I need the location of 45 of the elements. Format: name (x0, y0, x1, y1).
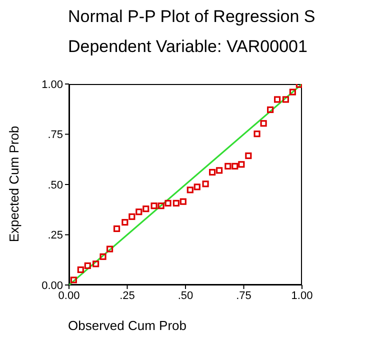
x-tick-label: .75 (236, 290, 252, 302)
point (150, 202, 158, 210)
x-tick-label: 1.00 (291, 290, 313, 302)
point (84, 262, 91, 270)
y-axis-title: Expected Cum Prob (6, 126, 22, 242)
point (142, 206, 150, 212)
point (274, 96, 281, 103)
point (224, 162, 232, 170)
y-tick-label: .75 (48, 129, 63, 142)
point (194, 184, 200, 190)
point (92, 260, 100, 268)
y-tick-label: 0.00 (42, 280, 63, 292)
y-tick-label: 1.00 (42, 78, 63, 91)
point (164, 200, 172, 206)
chart-subtitle: Dependent Variable: VAR00001 (68, 37, 308, 57)
point (254, 130, 260, 138)
point (128, 213, 136, 220)
point (238, 161, 245, 168)
point (260, 120, 267, 127)
point (232, 162, 238, 170)
point (216, 167, 223, 174)
x-tick-label: .50 (178, 290, 194, 302)
point (289, 88, 296, 96)
point (158, 202, 164, 210)
point (202, 180, 209, 188)
point (113, 225, 120, 232)
point (100, 253, 106, 260)
x-axis-title: Observed Cum Prob (68, 318, 186, 333)
point (282, 96, 289, 103)
point (245, 152, 252, 160)
point (172, 200, 180, 206)
point (106, 246, 114, 252)
y-tick-label: .25 (48, 230, 63, 242)
point (267, 106, 274, 114)
point (208, 168, 216, 176)
chart-title: Normal P-P Plot of Regression S (68, 7, 316, 27)
point (136, 208, 142, 216)
point (186, 186, 194, 194)
x-tick-label: 0.00 (58, 290, 80, 302)
point (122, 218, 128, 226)
y-tick-label: .50 (48, 179, 63, 192)
point (70, 276, 77, 284)
point (77, 266, 84, 274)
point (180, 198, 186, 205)
x-tick-label: .25 (120, 290, 135, 302)
